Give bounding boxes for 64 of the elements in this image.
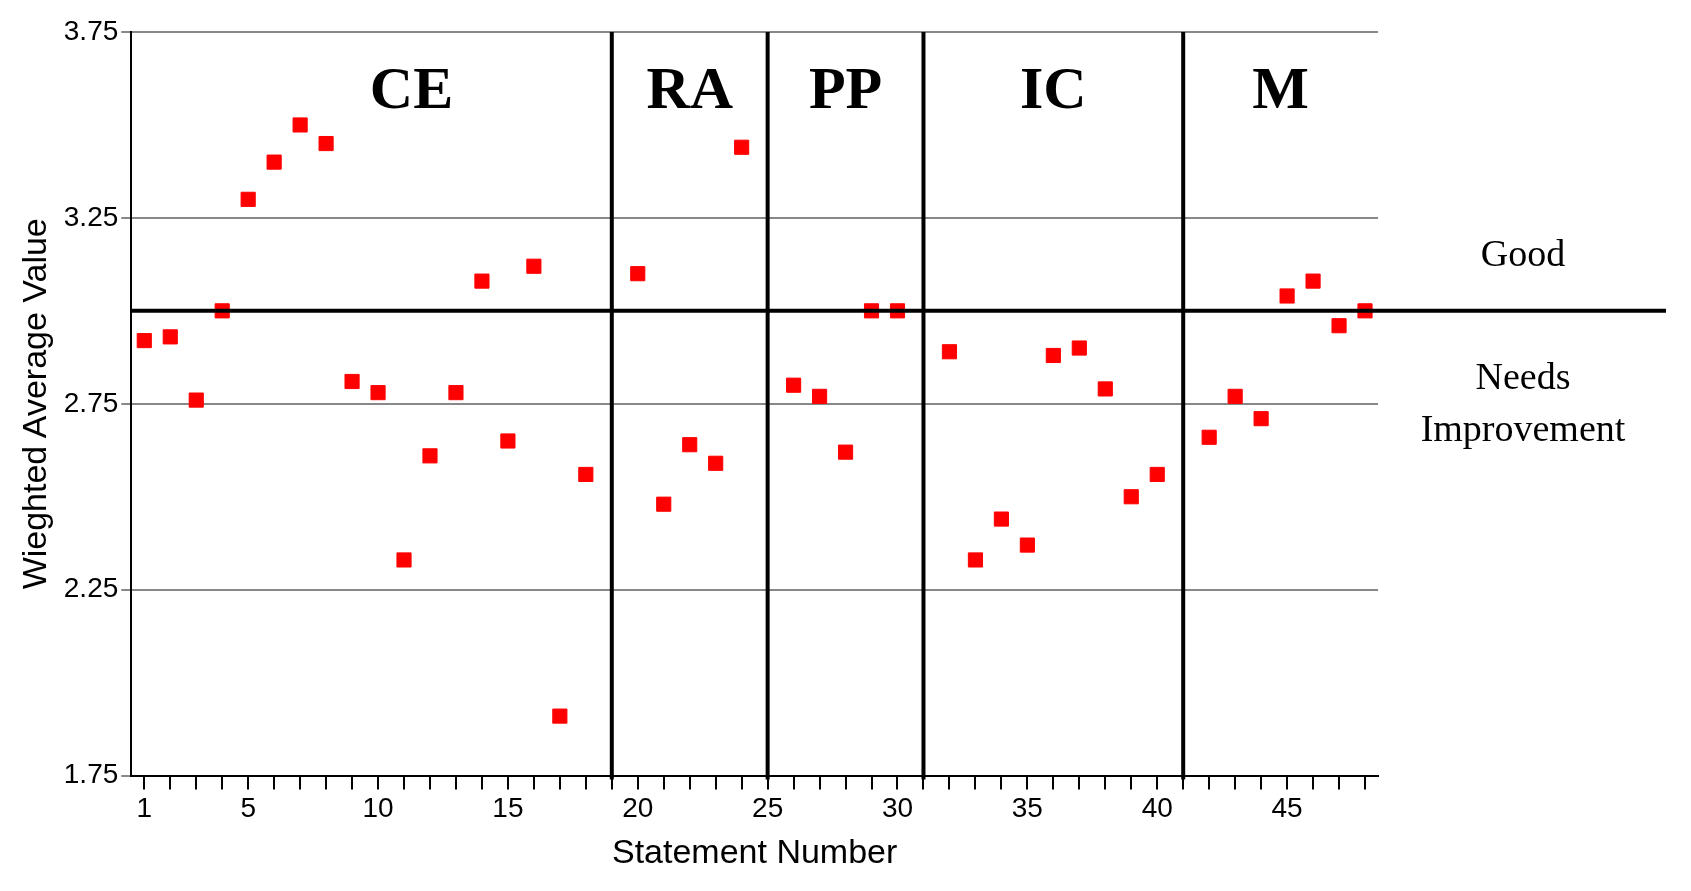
y-tick-label: 2.25	[63, 572, 119, 604]
point	[500, 433, 516, 449]
x-tick-label: 5	[240, 792, 256, 824]
point	[396, 552, 412, 568]
point	[136, 333, 152, 349]
point	[318, 135, 334, 152]
point	[993, 511, 1009, 527]
point	[1071, 340, 1087, 356]
annotation: RA	[646, 54, 734, 121]
point	[1227, 388, 1243, 404]
point	[734, 139, 750, 155]
point	[552, 708, 568, 724]
point	[1331, 318, 1347, 334]
x-tick-label: 15	[492, 792, 524, 824]
point	[812, 388, 828, 404]
x-axis-title: Statement Number	[611, 831, 898, 870]
point	[941, 344, 958, 360]
point	[1201, 429, 1217, 445]
point	[1149, 466, 1165, 483]
x-tick-label: 25	[752, 792, 784, 824]
x-tick-label: 35	[1011, 792, 1043, 824]
y-tick-label: 3.25	[63, 200, 119, 232]
point	[578, 466, 594, 483]
x-tick-label: 1	[136, 792, 153, 824]
point	[630, 266, 646, 282]
point	[344, 373, 360, 390]
point	[786, 377, 802, 393]
point	[1019, 537, 1035, 553]
point	[1123, 489, 1139, 505]
y-tick-label: 1.75	[63, 758, 119, 790]
point	[708, 455, 724, 471]
y-axis-title: Wieghted Average Value	[14, 218, 53, 590]
point	[1305, 273, 1321, 289]
annotation: M	[1252, 54, 1309, 121]
x-tick-label: 20	[622, 792, 654, 824]
text: Needs Improvement	[1420, 354, 1626, 449]
annotation: CE	[369, 54, 454, 121]
point	[682, 437, 698, 453]
point	[422, 448, 438, 464]
point	[292, 117, 308, 133]
y-tick-label: 2.75	[63, 386, 119, 418]
point	[448, 385, 464, 401]
point	[837, 444, 854, 460]
y-tick-label: 3.75	[63, 14, 119, 46]
point	[526, 258, 542, 274]
point	[188, 392, 204, 408]
point	[656, 496, 672, 512]
x-tick-label: 45	[1271, 792, 1303, 824]
point	[1253, 411, 1269, 427]
annotation: IC	[1019, 54, 1087, 121]
x-tick-label: 40	[1141, 792, 1173, 824]
point	[967, 552, 983, 568]
x-tick-label: 30	[881, 792, 914, 824]
point	[266, 154, 282, 170]
x-tick-label: 10	[362, 792, 394, 824]
text: Good	[1480, 231, 1566, 274]
point	[1045, 347, 1061, 364]
annotation: PP	[808, 54, 883, 121]
point	[474, 273, 490, 289]
point	[370, 385, 386, 401]
point	[240, 191, 256, 207]
point	[1097, 381, 1113, 397]
point	[162, 329, 178, 345]
point	[1279, 288, 1295, 304]
